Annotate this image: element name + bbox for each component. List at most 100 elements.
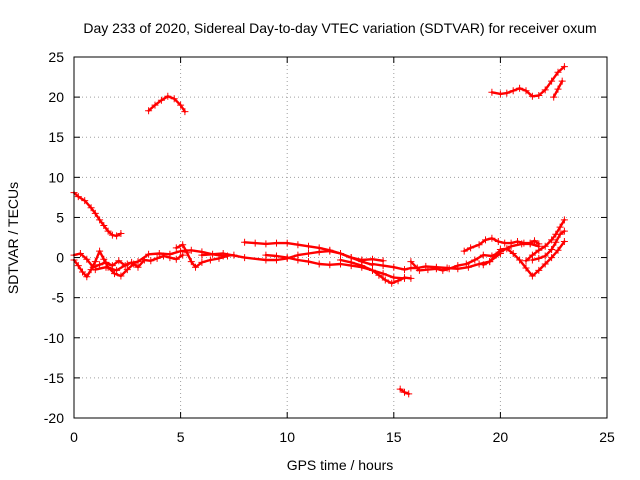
data-point [541,260,549,268]
data-point [192,263,199,271]
data-point [558,77,566,85]
data-point [76,250,84,257]
y-tick-label: -10 [44,330,64,346]
data-point [535,254,543,262]
data-point [475,260,483,268]
data-point [117,272,125,280]
data-point [96,261,104,269]
data-point [396,385,404,393]
data-point [294,241,302,249]
data-point [206,256,214,264]
x-tick-label: 15 [386,429,402,445]
series-line [409,242,540,272]
data-point [439,266,447,274]
series-arc-6 [70,247,138,281]
x-axis-label: GPS time / hours [287,457,394,473]
data-point [492,251,500,259]
data-point [251,239,259,247]
data-point [528,256,536,264]
plot-frame [73,56,608,419]
data-point [548,236,556,244]
data-point [91,266,99,274]
data-point [488,234,496,242]
series-arc-3 [488,63,568,100]
data-point [177,247,185,255]
data-point [164,92,172,100]
data-point [104,227,112,235]
data-point [509,250,517,257]
data-point [79,268,86,276]
data-point [241,238,249,246]
chart-title: Day 233 of 2020, Sidereal Day-to-day VTE… [83,20,596,36]
data-point [541,252,549,260]
data-point [520,239,528,247]
data-point [554,68,562,76]
data-point [326,246,334,254]
data-point [337,256,344,264]
data-point [401,274,408,282]
x-tick-label: 10 [279,429,295,445]
data-point [522,264,530,272]
data-point [407,264,415,272]
data-point [556,223,564,231]
data-point [81,197,89,205]
data-point [496,246,504,253]
data-point [115,257,123,265]
data-point [145,107,153,115]
series-line [339,258,413,285]
data-point [503,245,511,253]
data-point [560,216,568,224]
data-point [528,92,536,100]
data-point [560,227,568,235]
y-tick-label: 25 [48,49,64,65]
data-point [554,85,562,93]
data-point [96,216,104,224]
data-point [145,250,153,258]
data-point [535,266,543,274]
data-point [187,246,195,254]
data-point [556,230,564,238]
data-point [535,240,543,248]
data-point [166,250,174,258]
series-arc-4 [550,77,566,101]
data-point [147,257,155,265]
data-point [74,262,82,270]
y-tick-label: 20 [48,89,64,105]
data-point [315,260,323,268]
data-point [482,236,489,244]
data-point [83,255,91,263]
data-point [262,240,270,248]
data-point [541,86,549,94]
data-point [183,249,191,257]
data-point [273,252,280,260]
data-point [305,250,312,257]
data-point [262,251,270,259]
y-tick-label: 10 [48,169,64,185]
data-point [560,238,568,245]
data-point [475,241,483,249]
data-point [432,265,440,273]
data-point [488,88,496,96]
data-point [283,239,291,247]
series-line [482,240,566,278]
data-point [170,95,178,103]
data-point [445,265,453,273]
data-point [215,254,223,262]
data-point [91,209,99,217]
data-point [283,254,291,262]
data-point [157,96,165,104]
data-point [528,272,536,280]
data-point [315,244,323,252]
y-tick-label: -5 [52,290,65,306]
data-point [494,238,502,245]
data-point [415,266,423,274]
data-point [117,230,125,237]
data-point [531,237,538,245]
data-point [514,238,521,245]
data-point [535,92,543,99]
data-point [405,390,413,398]
data-point [151,101,159,109]
data-point [381,276,389,284]
data-point [407,258,415,266]
data-point [294,256,302,264]
